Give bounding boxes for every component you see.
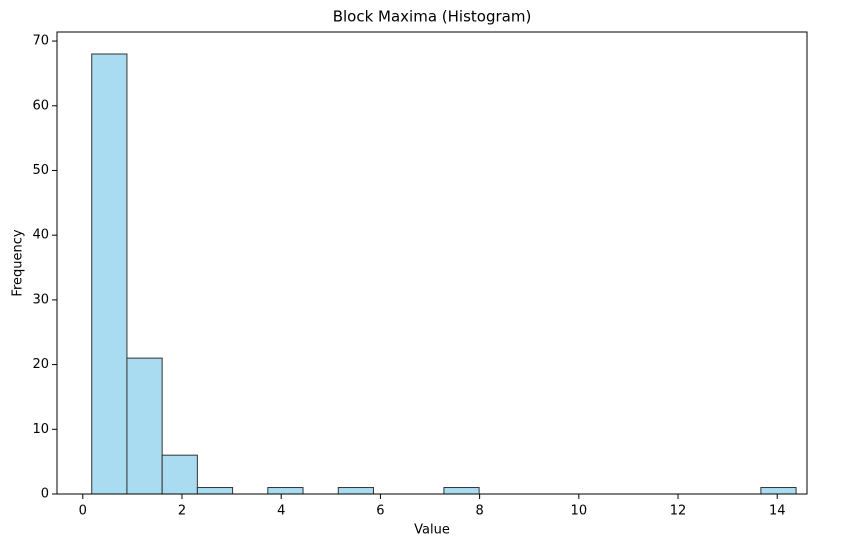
chart-title: Block Maxima (Histogram)	[333, 8, 532, 26]
bar	[91, 53, 128, 495]
bar	[443, 487, 480, 495]
x-tick-label: 10	[571, 504, 588, 519]
x-tick-label: 0	[79, 504, 87, 519]
y-tick-label: 70	[32, 34, 49, 49]
bar	[126, 357, 163, 495]
y-tick-label: 0	[41, 487, 49, 502]
y-tick-label: 10	[32, 422, 49, 437]
bar	[760, 487, 797, 495]
bar	[267, 487, 304, 495]
x-axis-label: Value	[414, 523, 450, 538]
bar	[196, 487, 234, 495]
y-tick-label: 60	[32, 98, 49, 113]
y-tick-label: 30	[32, 292, 49, 307]
x-tick-label: 14	[769, 504, 786, 519]
y-tick-label: 50	[32, 163, 49, 178]
x-tick-label: 4	[277, 504, 285, 519]
y-tick-label: 20	[32, 357, 49, 372]
y-tick-label: 40	[32, 228, 49, 243]
plot-frame	[56, 31, 808, 495]
bar	[337, 487, 374, 495]
x-tick-label: 12	[670, 504, 687, 519]
x-tick-label: 8	[475, 504, 483, 519]
y-axis-label: Frequency	[11, 229, 26, 296]
bar	[161, 454, 198, 495]
x-tick-label: 6	[376, 504, 384, 519]
x-tick-label: 2	[178, 504, 186, 519]
